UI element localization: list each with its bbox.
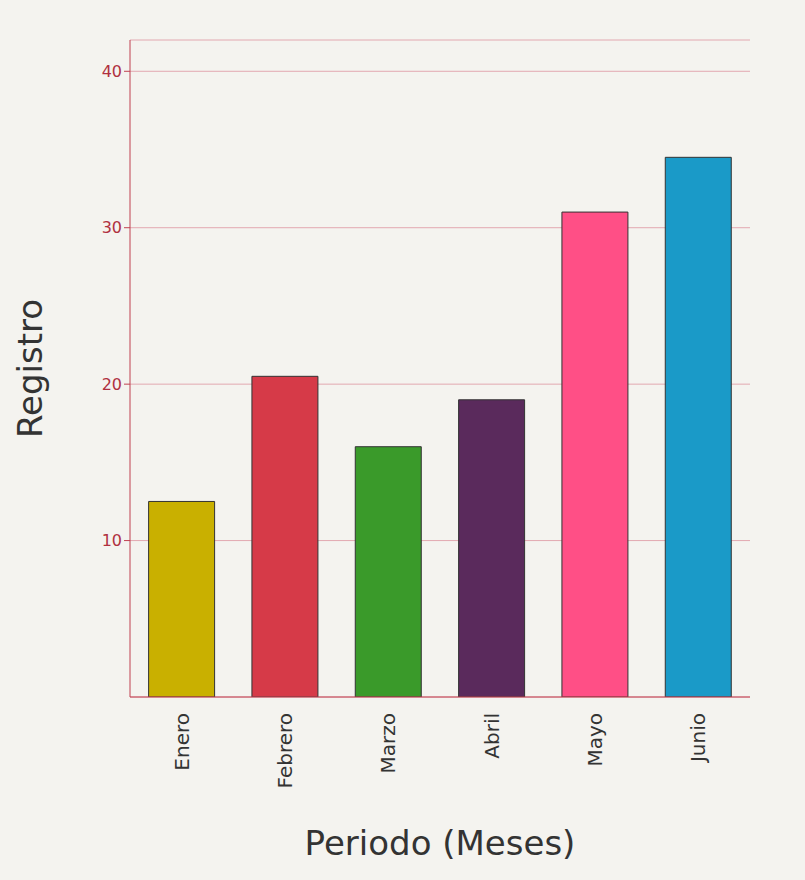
svg-text:Abril: Abril [480, 713, 504, 759]
svg-text:Periodo (Meses): Periodo (Meses) [305, 823, 576, 863]
svg-text:30: 30 [102, 218, 122, 237]
svg-text:Junio: Junio [686, 713, 710, 764]
svg-text:Marzo: Marzo [376, 713, 400, 773]
svg-text:Enero: Enero [170, 713, 194, 771]
svg-text:Registro: Registro [10, 299, 50, 438]
svg-text:Febrero: Febrero [273, 713, 297, 789]
svg-text:40: 40 [102, 62, 122, 81]
svg-text:20: 20 [102, 375, 122, 394]
svg-text:Mayo: Mayo [583, 713, 607, 767]
svg-text:10: 10 [102, 531, 122, 550]
